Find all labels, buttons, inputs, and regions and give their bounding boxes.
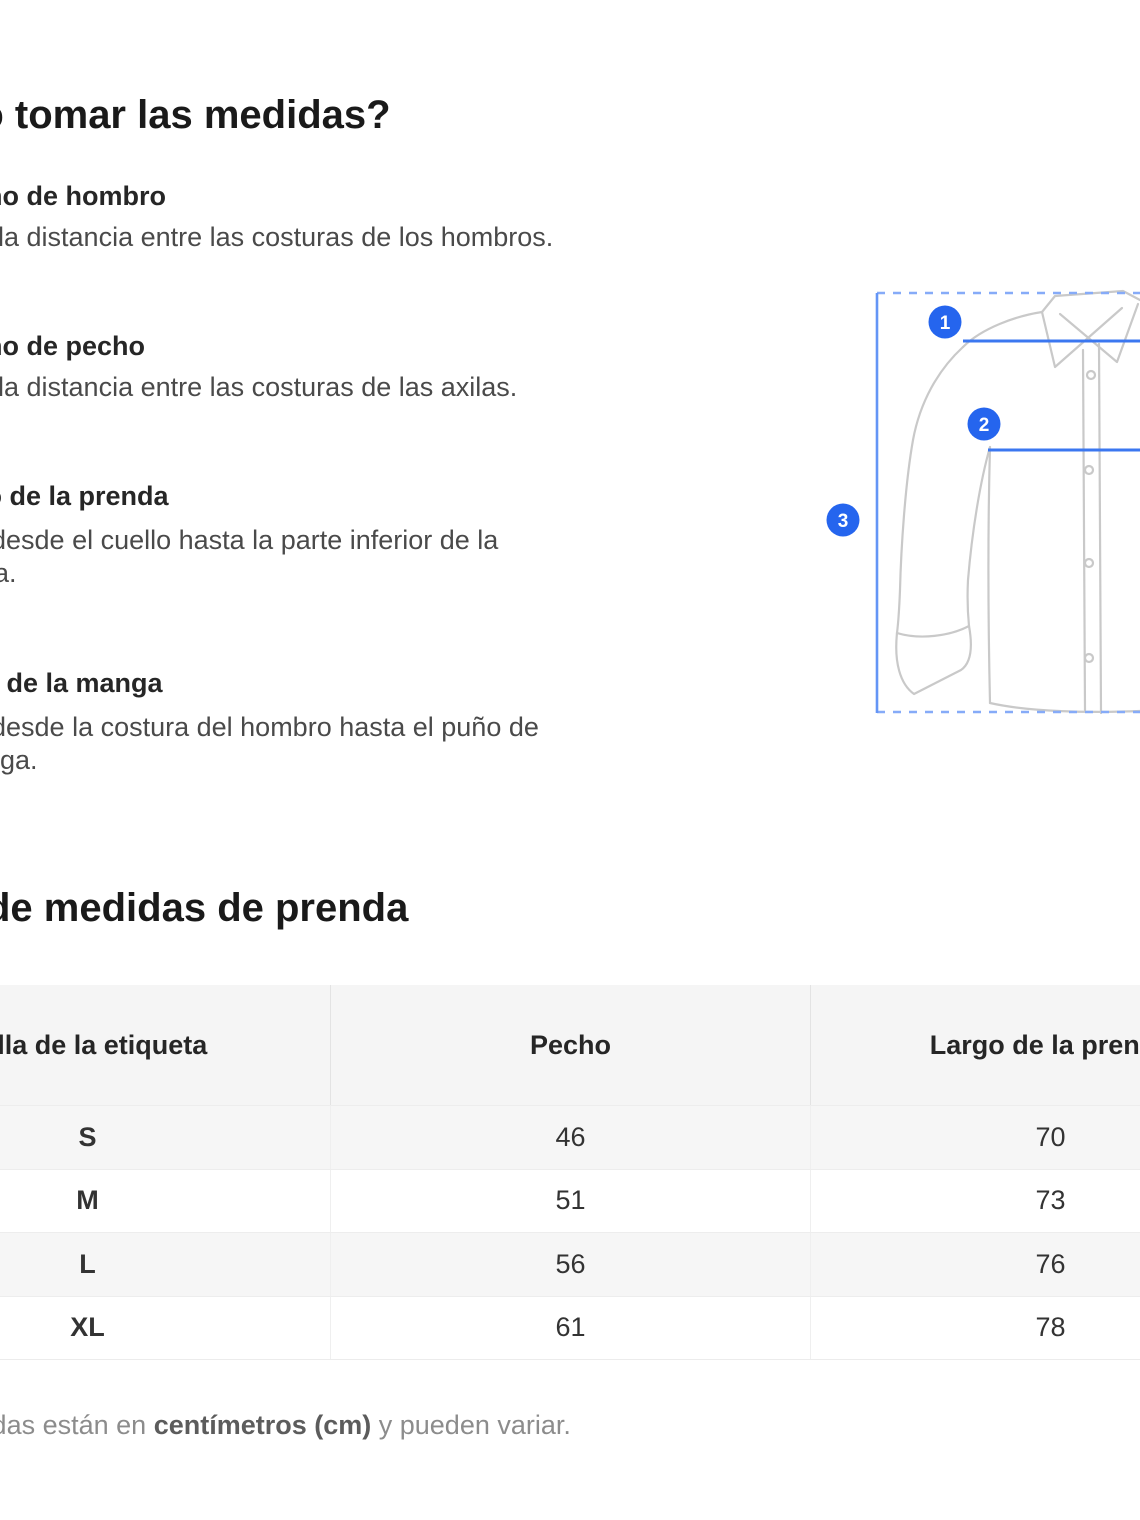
units-note-prefix: Las medidas están en — [0, 1410, 147, 1440]
table-row-xl: XL 61 78 — [0, 1295, 1140, 1360]
units-note-suffix: y pueden variar. — [371, 1410, 571, 1440]
marker-3: 3 — [826, 503, 860, 537]
table-row-s: S 46 70 — [0, 1105, 1140, 1169]
shirt-diagram-svg: 1 2 3 — [826, 289, 1140, 715]
largo-value: 70 — [1035, 1121, 1066, 1152]
units-note: Las medidas están en centímetros (cm) y … — [0, 1410, 571, 1441]
svg-text:3: 3 — [838, 511, 849, 532]
column-header-pecho: Pecho — [331, 985, 811, 1105]
dashed-guide-lines — [877, 291, 1140, 714]
section-heading-largo-prenda: Largo de la prenda — [0, 481, 169, 511]
marker-2: 2 — [967, 407, 1001, 441]
pecho-value: 56 — [331, 1233, 811, 1296]
table-row-l: L 56 76 — [0, 1232, 1140, 1296]
shirt-measurement-diagram: 1 2 3 — [820, 270, 1140, 730]
svg-text:2: 2 — [979, 415, 990, 436]
column-header-largo: Largo de la prenda — [929, 1029, 1140, 1060]
pecho-value: 61 — [331, 1296, 811, 1359]
section-desc-largo-prenda-line1: desde el cuello hasta la parte inferior … — [0, 525, 499, 555]
largo-value: 73 — [1035, 1185, 1066, 1216]
size-label: L — [0, 1233, 331, 1296]
marker-1: 1 — [928, 305, 962, 339]
section-heading-largo-manga: Largo de la manga — [0, 668, 163, 698]
shirt-outline — [895, 289, 1140, 715]
size-table-header: Talla de la etiqueta Pecho Largo de la p… — [0, 985, 1140, 1105]
svg-text:1: 1 — [940, 313, 951, 334]
section-heading-hombro: Ancho de hombro — [0, 181, 166, 211]
units-note-bold: centímetros (cm) — [153, 1410, 372, 1440]
size-label: M — [0, 1169, 331, 1232]
section-desc-hombro: Es la distancia entre las costuras de lo… — [0, 222, 554, 252]
pecho-value: 46 — [331, 1106, 811, 1169]
section-desc-largo-prenda-line2: a. — [0, 558, 17, 588]
size-label: S — [0, 1106, 331, 1169]
page-title: ¿Cómo tomar las medidas? — [0, 92, 391, 137]
column-header-talla: Talla de la etiqueta — [0, 985, 331, 1105]
section-desc-largo-manga-line2: ga. — [0, 745, 38, 775]
table-row-m: M 51 73 — [0, 1168, 1140, 1232]
pecho-value: 51 — [331, 1169, 811, 1232]
largo-value: 78 — [1035, 1312, 1066, 1343]
size-table-title: de medidas de prenda — [0, 886, 409, 931]
size-label: XL — [0, 1296, 331, 1359]
section-heading-pecho: Ancho de pecho — [0, 331, 146, 361]
largo-value: 76 — [1035, 1248, 1066, 1279]
section-desc-pecho: Es la distancia entre las costuras de la… — [0, 372, 518, 402]
section-desc-largo-manga-line1: desde la costura del hombro hasta el puñ… — [0, 712, 539, 742]
size-table: Talla de la etiqueta Pecho Largo de la p… — [0, 985, 1140, 1360]
